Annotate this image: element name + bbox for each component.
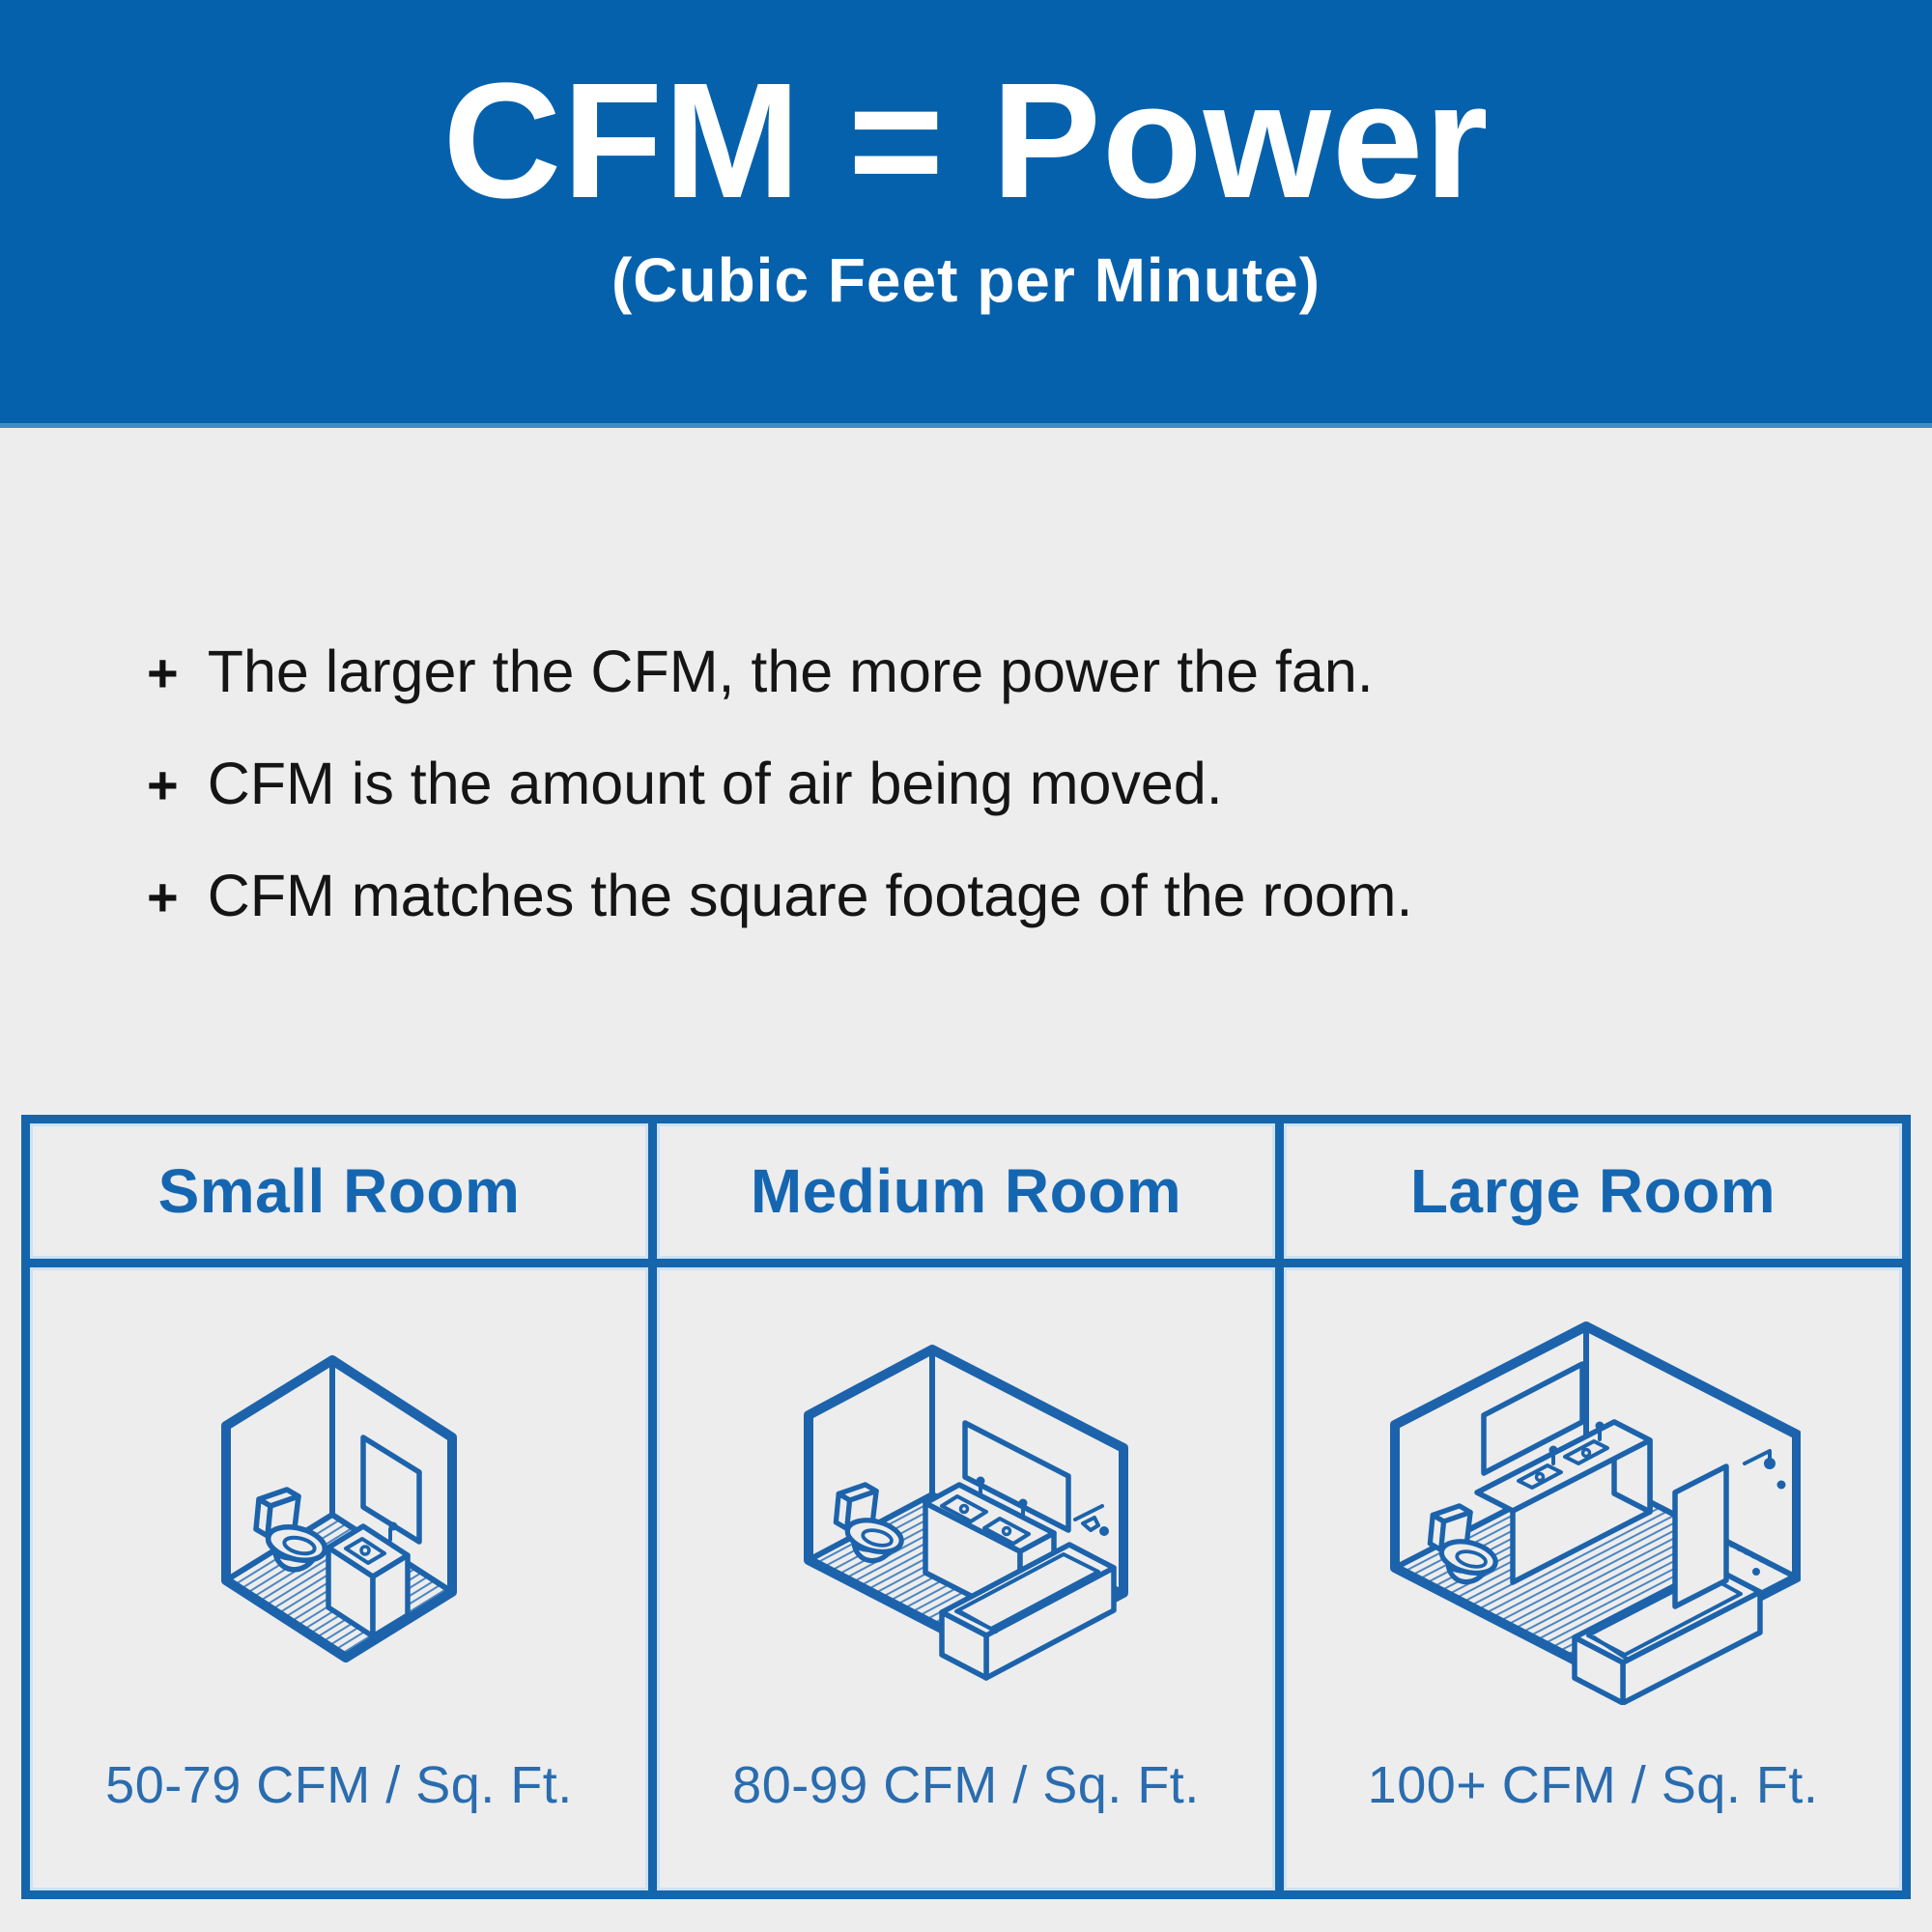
cfm-range-label: 80-99 CFM / Sq. Ft. xyxy=(732,1756,1200,1814)
page-subtitle: (Cubic Feet per Minute) xyxy=(611,245,1321,315)
cfm-facts-list: + The larger the CFM, the more power the… xyxy=(147,638,1808,974)
bullet-text: The larger the CFM, the more power the f… xyxy=(207,639,1374,704)
mirror xyxy=(962,1420,1071,1533)
medium-bathroom-isometric-icon xyxy=(804,1345,1128,1681)
plus-bullet-icon: + xyxy=(147,867,179,927)
list-item: + CFM matches the square footage of the … xyxy=(147,862,1808,931)
small-room-illustration-wrap xyxy=(30,1267,648,1755)
list-item: + CFM is the amount of air being moved. xyxy=(147,750,1808,819)
small-room-cell: 50-79 CFM / Sq. Ft. xyxy=(30,1267,648,1890)
banner: CFM = Power (Cubic Feet per Minute) xyxy=(0,0,1932,428)
bullet-text: CFM is the amount of air being moved. xyxy=(207,751,1223,816)
plus-bullet-icon: + xyxy=(147,754,179,815)
shower-icon xyxy=(1672,1448,1786,1609)
cfm-range-label: 50-79 CFM / Sq. Ft. xyxy=(105,1756,573,1814)
plus-bullet-icon: + xyxy=(147,642,179,703)
column-header-medium-room: Medium Room xyxy=(657,1123,1275,1259)
room-size-table: Small Room Medium Room Large Room xyxy=(21,1115,1911,1899)
large-room-illustration-wrap xyxy=(1284,1267,1902,1755)
large-bathroom-isometric-icon xyxy=(1390,1321,1801,1705)
toilet-icon xyxy=(833,1482,904,1564)
large-room-cell: 100+ CFM / Sq. Ft. xyxy=(1284,1267,1902,1890)
room-outline xyxy=(221,1354,457,1662)
small-bathroom-isometric-icon xyxy=(221,1354,457,1662)
page-title: CFM = Power xyxy=(442,49,1490,233)
medium-room-cell: 80-99 CFM / Sq. Ft. xyxy=(657,1267,1275,1890)
medium-room-illustration-wrap xyxy=(657,1267,1275,1755)
mirror xyxy=(360,1434,422,1545)
double-vanity-icon xyxy=(1474,1418,1653,1585)
sink-vanity-icon xyxy=(326,1521,411,1639)
column-header-large-room: Large Room xyxy=(1284,1123,1902,1259)
column-header-small-room: Small Room xyxy=(30,1123,648,1259)
cfm-range-label: 100+ CFM / Sq. Ft. xyxy=(1367,1756,1819,1814)
wall-faucet-icon xyxy=(1073,1504,1109,1536)
toilet-icon xyxy=(1427,1502,1498,1584)
bullet-text: CFM matches the square footage of the ro… xyxy=(207,863,1413,928)
list-item: + The larger the CFM, the more power the… xyxy=(147,638,1808,707)
toilet-icon xyxy=(253,1486,328,1572)
bathtub-icon xyxy=(939,1542,1117,1681)
mirror xyxy=(1481,1360,1585,1476)
